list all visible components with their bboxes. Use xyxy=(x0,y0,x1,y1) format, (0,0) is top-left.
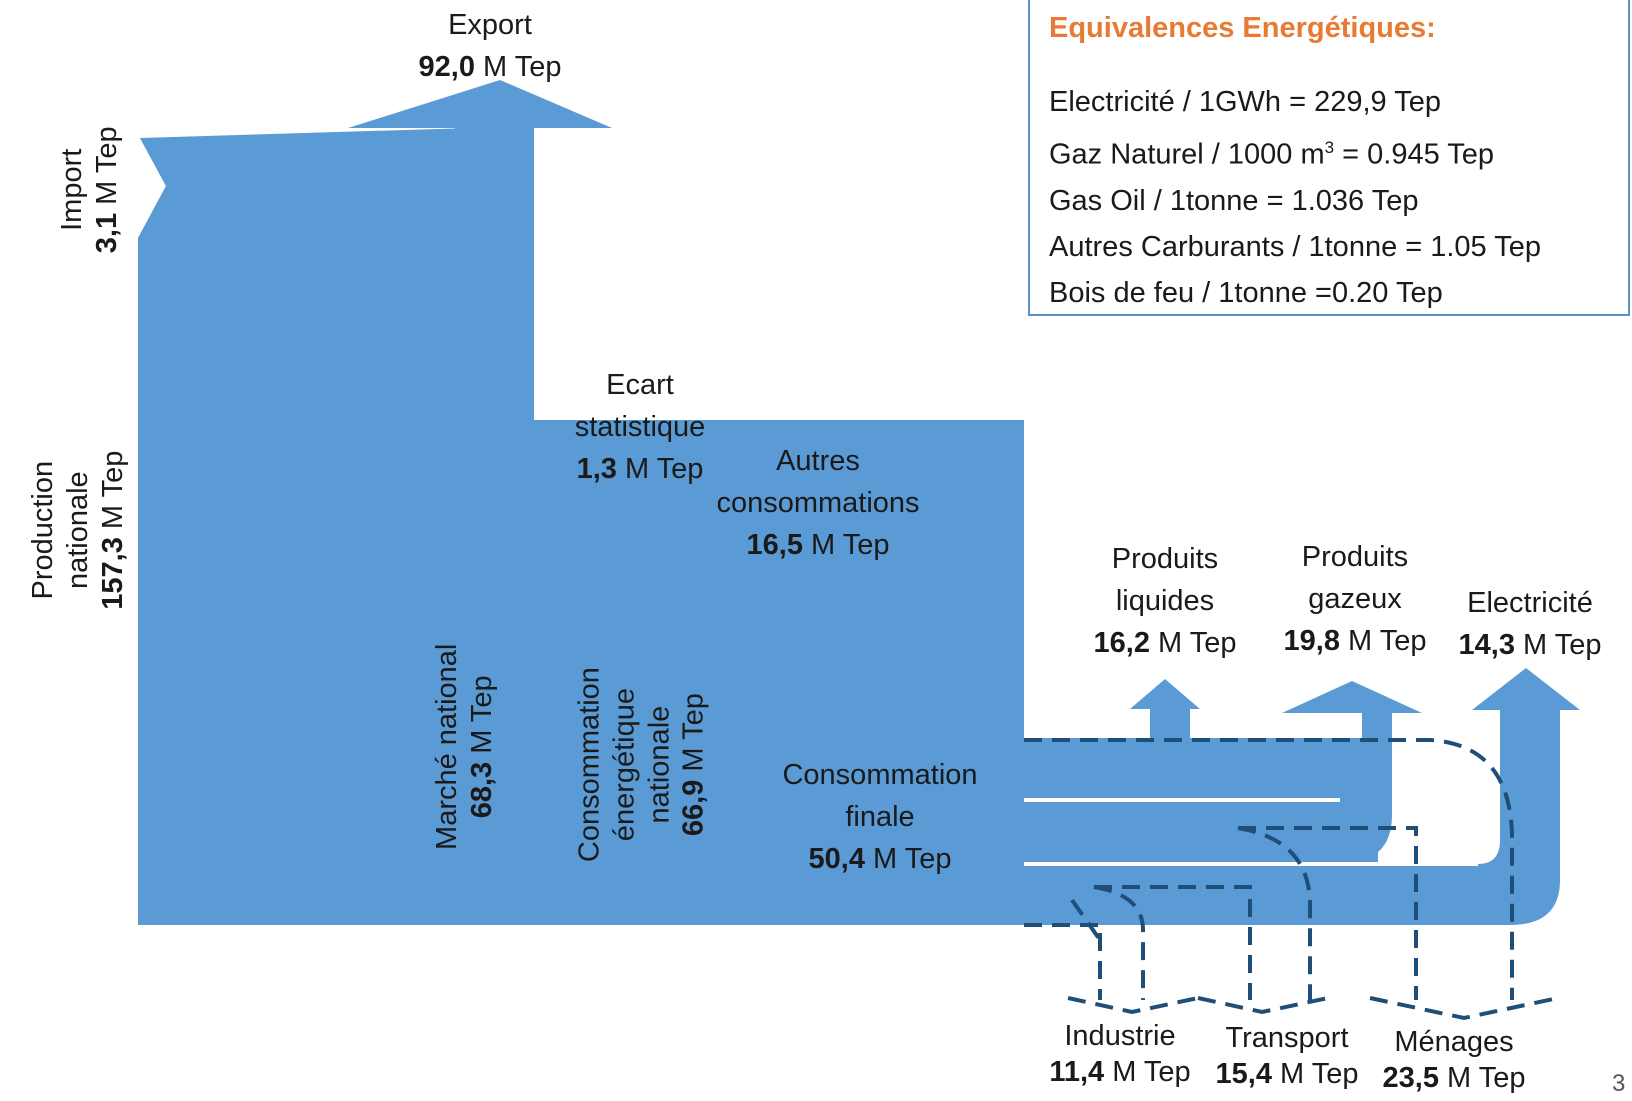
transport-title: Transport xyxy=(1225,1022,1349,1054)
export-label: Export 92,0 M Tep xyxy=(390,4,590,88)
liquides-title-2: liquides xyxy=(1115,585,1215,618)
menages-label: Ménages 23,5 M Tep xyxy=(1364,1024,1544,1097)
liquides-value: 16,2 M Tep xyxy=(1093,627,1237,660)
equivalence-autres-carburants: Autres Carburants / 1tonne = 1.05 Tep xyxy=(1049,230,1541,263)
autres-title-1: Autres xyxy=(776,445,860,477)
conso-energetique-value: 66,9 M Tep xyxy=(677,693,710,837)
production-title-2: nationale xyxy=(61,471,94,590)
menages-title: Ménages xyxy=(1394,1026,1514,1058)
production-value: 157,3 M Tep xyxy=(96,450,129,610)
gazeux-title-2: gazeux xyxy=(1308,583,1402,616)
autres-label: Autres consommations 16,5 M Tep xyxy=(708,440,928,566)
transport-label: Transport 15,4 M Tep xyxy=(1202,1020,1372,1093)
liquides-title-1: Produits xyxy=(1111,543,1219,575)
conso-energetique-title-3: nationale xyxy=(643,705,675,824)
ecart-label: Ecart statistique 1,3 M Tep xyxy=(540,364,740,490)
industrie-value: 11,4 M Tep xyxy=(1049,1056,1191,1089)
import-value: 3,1 M Tep xyxy=(91,126,123,254)
production-title-1: Production xyxy=(26,460,59,600)
ecart-value: 1,3 M Tep xyxy=(576,453,704,486)
conso-energetique-label: Consommation énergétique nationale 66,9 … xyxy=(572,635,711,895)
conso-finale-title-2: finale xyxy=(845,801,915,834)
export-title: Export xyxy=(448,9,532,41)
liquides-label: Produits liquides 16,2 M Tep xyxy=(1070,538,1260,664)
electricite-arrow xyxy=(1018,668,1580,925)
import-label: Import 3,1 M Tep xyxy=(55,120,125,260)
equivalence-gas-oil: Gas Oil / 1tonne = 1.036 Tep xyxy=(1049,184,1419,217)
conso-finale-label: Consommation finale 50,4 M Tep xyxy=(770,754,990,880)
electricite-title: Electricité xyxy=(1467,587,1593,619)
conso-energetique-title-1: Consommation xyxy=(573,667,606,863)
autres-value: 16,5 M Tep xyxy=(746,529,890,562)
equivalences-title: Equivalences Energétiques: xyxy=(1049,12,1436,44)
conso-finale-band xyxy=(797,738,1057,925)
electricite-value: 14,3 M Tep xyxy=(1458,629,1602,662)
autres-arrow xyxy=(760,580,912,738)
page-number: 3 xyxy=(1612,1070,1626,1097)
conso-finale-value: 50,4 M Tep xyxy=(808,843,952,876)
autres-title-2: consommations xyxy=(716,487,920,520)
menages-value: 23,5 M Tep xyxy=(1382,1062,1526,1095)
marche-value: 68,3 M Tep xyxy=(466,675,498,819)
export-value: 92,0 M Tep xyxy=(418,51,562,84)
marche-national-label: Marché national 68,3 M Tep xyxy=(430,617,500,877)
ecart-title-2: statistique xyxy=(574,411,706,444)
gazeux-title-1: Produits xyxy=(1301,541,1409,573)
equivalence-electricite: Electricité / 1GWh = 229,9 Tep xyxy=(1049,86,1441,118)
transport-value: 15,4 M Tep xyxy=(1215,1058,1359,1091)
equivalence-bois-de-feu: Bois de feu / 1tonne =0.20 Tep xyxy=(1049,276,1443,309)
gazeux-label: Produits gazeux 19,8 M Tep xyxy=(1260,536,1450,662)
equivalences-box: Equivalences Energétiques: Electricité /… xyxy=(1028,0,1630,316)
gazeux-arrow xyxy=(1018,681,1422,864)
export-arrow xyxy=(348,80,612,632)
ecart-arrow xyxy=(576,469,698,664)
electricite-label: Electricité 14,3 M Tep xyxy=(1440,582,1620,666)
equivalence-gaz-naturel: Gaz Naturel / 1000 m3 = 0.945 Tep xyxy=(1049,138,1495,171)
production-block xyxy=(138,138,1018,925)
production-label: Production nationale 157,3 M Tep xyxy=(26,430,130,630)
marche-title: Marché national xyxy=(431,643,464,850)
conso-finale-title-1: Consommation xyxy=(782,759,978,791)
import-title: Import xyxy=(56,148,89,231)
conso-energetique-title-2: énergétique xyxy=(608,688,641,842)
industrie-title: Industrie xyxy=(1064,1020,1176,1052)
conso-energetique-band xyxy=(603,664,803,925)
ecart-title-1: Ecart xyxy=(606,369,674,401)
sector-dashed-flows xyxy=(1024,738,1559,1021)
gazeux-value: 19,8 M Tep xyxy=(1283,625,1427,658)
industrie-label: Industrie 11,4 M Tep xyxy=(1040,1018,1200,1091)
